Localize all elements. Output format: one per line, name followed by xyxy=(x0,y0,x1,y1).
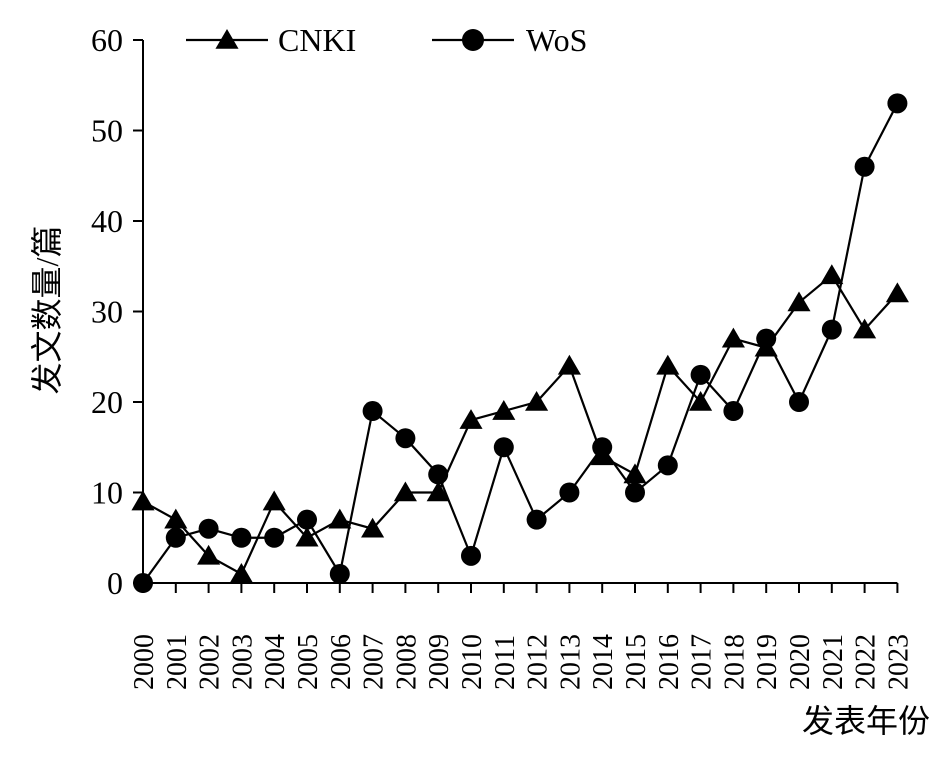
data-point-triangle xyxy=(131,490,155,511)
data-point-circle xyxy=(133,573,153,593)
legend-triangle-marker xyxy=(215,29,239,49)
series-line xyxy=(142,273,899,576)
data-point-triangle xyxy=(787,291,811,312)
x-tick-label: 2021 xyxy=(818,634,849,690)
x-tick-label: 2007 xyxy=(359,634,390,690)
x-tick-label: 2010 xyxy=(457,634,488,690)
data-point-circle xyxy=(887,93,908,114)
y-axis-title: 发文数量/篇 xyxy=(29,226,65,395)
x-tick-label: 2005 xyxy=(293,634,324,690)
x-tick-label: 2006 xyxy=(326,634,357,690)
x-axis-title: 发表年份 xyxy=(802,703,930,739)
data-point-triangle xyxy=(361,517,385,538)
data-point-circle xyxy=(789,392,809,412)
x-tick-label: 2000 xyxy=(129,634,160,690)
y-tick-label: 20 xyxy=(91,384,123,420)
data-point-triangle xyxy=(525,391,549,411)
data-point-triangle xyxy=(820,264,844,285)
data-point-circle xyxy=(592,437,613,458)
legend-circle-marker xyxy=(462,29,484,51)
x-tick-label: 2023 xyxy=(883,634,914,690)
x-tick-label: 2020 xyxy=(785,634,816,690)
x-tick-label: 2015 xyxy=(621,634,652,690)
data-point-triangle xyxy=(721,327,745,348)
data-point-triangle xyxy=(393,481,417,502)
data-point-circle xyxy=(395,428,416,449)
data-point-triangle xyxy=(229,562,253,583)
y-tick-label: 10 xyxy=(91,475,123,511)
data-point-circle xyxy=(559,482,580,503)
y-tick-label: 40 xyxy=(91,203,123,239)
data-point-triangle xyxy=(262,490,286,511)
data-point-circle xyxy=(657,455,678,476)
data-point-circle xyxy=(231,527,252,548)
data-point-triangle xyxy=(557,354,581,375)
x-tick-label: 2017 xyxy=(687,634,718,690)
x-tick-label: 2016 xyxy=(654,634,685,690)
data-point-circle xyxy=(264,527,285,548)
data-point-circle xyxy=(723,401,744,422)
data-point-triangle xyxy=(623,463,647,484)
data-point-triangle xyxy=(689,391,713,411)
x-tick-label: 2003 xyxy=(227,634,258,690)
data-point-triangle xyxy=(328,508,352,529)
x-tick-label: 2009 xyxy=(424,634,455,690)
y-tick-label: 30 xyxy=(91,294,123,330)
data-point-triangle xyxy=(492,400,516,420)
legend-item-cnki: CNKI xyxy=(186,22,356,58)
data-point-circle xyxy=(198,518,219,539)
data-point-triangle xyxy=(197,544,221,565)
series-cnki xyxy=(131,264,909,583)
data-point-circle xyxy=(362,401,383,422)
legend: CNKI WoS xyxy=(186,22,587,58)
data-point-circle xyxy=(756,328,777,349)
y-tick-label: 50 xyxy=(91,113,123,149)
data-point-triangle xyxy=(885,282,909,303)
legend-label: WoS xyxy=(526,22,587,58)
data-point-triangle xyxy=(656,354,680,375)
x-tick-label: 2012 xyxy=(523,634,554,690)
data-point-triangle xyxy=(295,526,319,547)
data-point-triangle xyxy=(426,481,450,502)
data-point-circle xyxy=(461,545,481,566)
series-layer xyxy=(131,93,909,593)
data-point-circle xyxy=(493,437,514,458)
data-point-circle xyxy=(854,156,875,177)
data-point-triangle xyxy=(459,409,483,429)
data-point-triangle xyxy=(853,318,877,339)
data-point-circle xyxy=(297,509,317,530)
x-tick-label: 2002 xyxy=(195,634,226,690)
data-point-circle xyxy=(625,482,645,503)
y-tick-label: 0 xyxy=(107,565,123,601)
x-tick-label: 2019 xyxy=(752,634,783,690)
x-tick-label: 2011 xyxy=(490,635,521,690)
data-point-circle xyxy=(428,464,449,485)
series-line xyxy=(142,102,899,584)
data-point-circle xyxy=(821,319,842,340)
x-tick-label: 2018 xyxy=(719,634,750,690)
x-tick-label: 2004 xyxy=(260,634,291,690)
series-wos xyxy=(133,93,908,593)
legend-item-wos: WoS xyxy=(432,22,587,58)
x-tick-label: 2013 xyxy=(555,634,586,690)
x-tick-label: 2014 xyxy=(588,634,619,690)
data-point-circle xyxy=(165,527,186,548)
x-tick-label: 2008 xyxy=(391,634,422,690)
data-point-circle xyxy=(329,563,350,584)
data-point-circle xyxy=(526,509,547,530)
data-point-circle xyxy=(690,364,711,385)
y-tick-label: 60 xyxy=(91,22,123,58)
legend-label: CNKI xyxy=(278,22,356,58)
data-point-triangle xyxy=(164,508,188,529)
x-tick-label: 2001 xyxy=(162,634,193,690)
x-tick-label: 2022 xyxy=(851,634,882,690)
